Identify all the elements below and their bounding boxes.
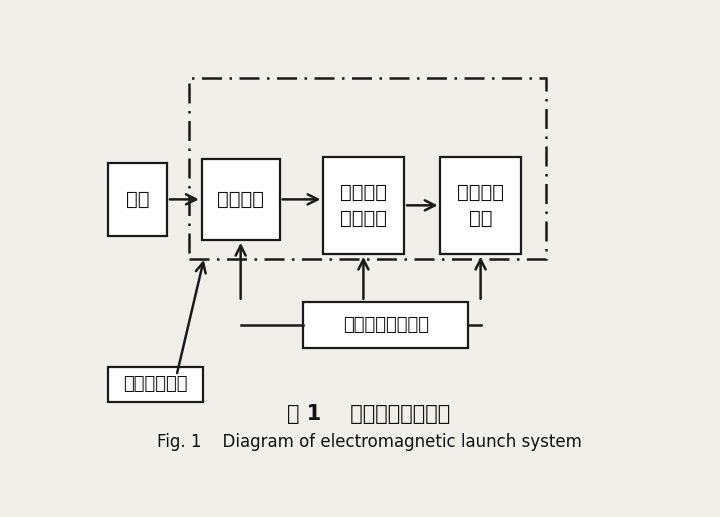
Text: 闭环运动控制系统: 闭环运动控制系统 (343, 316, 428, 334)
Bar (108, 162, 167, 236)
Text: 储能系统: 储能系统 (217, 190, 264, 209)
Bar (202, 159, 280, 240)
Text: 电网: 电网 (126, 190, 149, 209)
Text: 脉冲发射
装置: 脉冲发射 装置 (457, 183, 504, 228)
Bar (109, 367, 203, 402)
Text: 脉冲功率
变换系统: 脉冲功率 变换系统 (340, 183, 387, 228)
Text: 电磁发射装置: 电磁发射装置 (124, 375, 188, 393)
Text: Fig. 1    Diagram of electromagnetic launch system: Fig. 1 Diagram of electromagnetic launch… (156, 433, 582, 451)
Bar (303, 302, 468, 347)
Text: 图 1    电磁发射系统组成: 图 1 电磁发射系统组成 (287, 404, 451, 424)
Bar (323, 157, 404, 254)
Bar (440, 157, 521, 254)
Bar (189, 78, 546, 259)
